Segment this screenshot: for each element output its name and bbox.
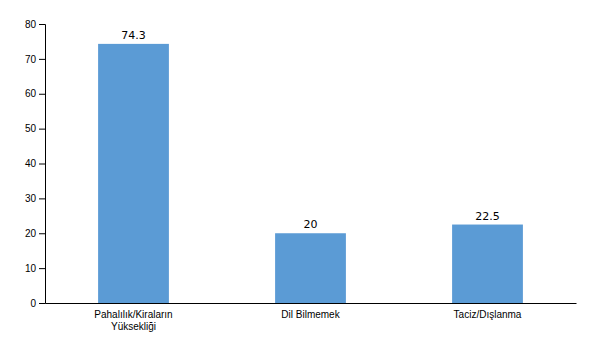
y-tick-label: 80 xyxy=(25,19,37,30)
bars xyxy=(98,44,523,303)
y-tick: 80 xyxy=(25,19,45,30)
x-tick-label-line: Pahalılık/Kiraların xyxy=(94,309,172,320)
y-tick-mark xyxy=(39,303,45,304)
plot: 0 10 20 30 40 50 60 70 80 Pahalılık/KiralarınYüks… xyxy=(25,19,577,332)
x-tick-label: Pahalılık/KiralarınYüksekliği xyxy=(94,309,172,332)
x-axis-line xyxy=(46,303,577,304)
y-tick: 70 xyxy=(25,54,45,65)
y-tick-mark xyxy=(39,24,45,25)
x-tick: Pahalılık/KiralarınYüksekliği xyxy=(94,309,172,332)
x-tick-label: Taciz/Dışlanma xyxy=(454,309,522,320)
y-tick-mark xyxy=(39,59,45,60)
y-tick-label: 70 xyxy=(25,54,37,65)
data-labels: 74.3 20 22.5 xyxy=(121,29,500,231)
y-tick-label: 40 xyxy=(25,158,37,169)
y-tick-mark xyxy=(39,233,45,234)
y-tick-mark xyxy=(39,198,45,199)
y-tick-mark xyxy=(39,164,45,165)
y-tick-mark xyxy=(39,268,45,269)
x-axis: Pahalılık/KiralarınYüksekliği Dil Bilmeme… xyxy=(46,304,577,333)
x-tick-label-line: Dil Bilmemek xyxy=(281,309,340,320)
y-tick: 50 xyxy=(25,123,45,134)
y-tick-label: 60 xyxy=(25,88,37,99)
y-tick-label: 0 xyxy=(30,298,36,309)
y-tick-mark xyxy=(39,94,45,95)
y-tick-label: 30 xyxy=(25,193,37,204)
x-tick-label-line: Taciz/Dışlanma xyxy=(454,309,522,320)
x-tick: Taciz/Dışlanma xyxy=(454,309,522,320)
y-tick: 60 xyxy=(25,88,45,99)
y-tick: 10 xyxy=(25,263,45,274)
x-tick: Dil Bilmemek xyxy=(281,309,340,320)
y-tick: 30 xyxy=(25,193,45,204)
bar xyxy=(98,44,169,303)
y-tick-label: 20 xyxy=(25,228,37,239)
y-tick-label: 10 xyxy=(25,263,37,274)
bar xyxy=(452,225,523,303)
y-axis-line xyxy=(39,25,46,304)
y-tick-label: 50 xyxy=(25,123,37,134)
data-label: 22.5 xyxy=(475,210,500,223)
x-tick-label: Dil Bilmemek xyxy=(281,309,340,320)
chart: 0 10 20 30 40 50 60 70 80 Pahalılık/KiralarınYüks… xyxy=(0,0,596,355)
y-tick: 0 xyxy=(30,298,45,309)
data-label: 74.3 xyxy=(121,29,146,42)
y-tick-mark xyxy=(39,129,45,130)
x-tick-label-line: Yüksekliği xyxy=(111,321,156,332)
data-label: 20 xyxy=(304,218,318,231)
y-tick: 40 xyxy=(25,158,45,169)
y-axis: 0 10 20 30 40 50 60 70 80 xyxy=(25,19,46,309)
bar xyxy=(275,233,346,303)
y-tick: 20 xyxy=(25,228,45,239)
